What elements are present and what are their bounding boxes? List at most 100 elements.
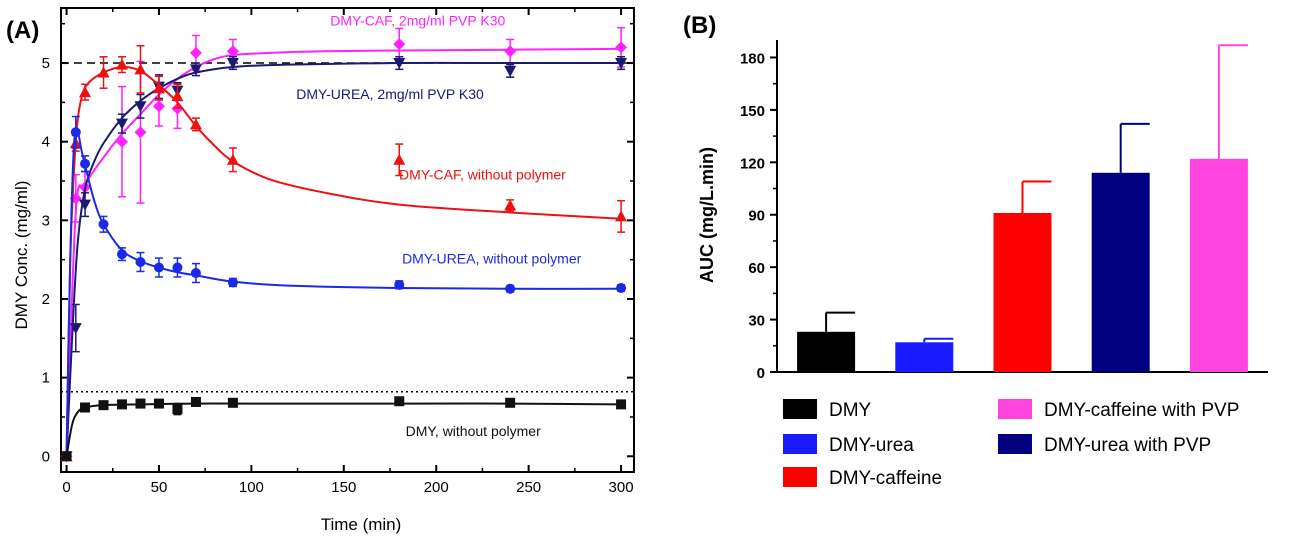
data-point-circle — [505, 283, 516, 294]
data-point-square — [98, 400, 109, 411]
y-tick-label: 3 — [42, 212, 50, 229]
data-point-circle — [80, 158, 91, 169]
data-point-triangle-down — [79, 199, 92, 211]
bar-group-0 — [797, 311, 856, 372]
bar — [895, 342, 954, 372]
x-tick-label: 150 — [331, 479, 356, 496]
bar-group-3 — [1091, 122, 1150, 372]
series-4 — [61, 396, 627, 462]
data-point-square — [61, 451, 72, 462]
data-point-triangle-up — [134, 63, 147, 75]
series-annotation: DMY, without polymer — [406, 423, 541, 439]
y-tick-label: 4 — [42, 134, 50, 151]
data-point-square — [394, 396, 405, 407]
legend-label: DMY-urea — [829, 435, 914, 456]
x-tick-label: 250 — [516, 479, 541, 496]
bar-group-4 — [1189, 44, 1248, 372]
data-point-triangle-up — [615, 210, 628, 222]
legend-label: DMY — [829, 400, 872, 421]
b-y-tick-label: 0 — [757, 365, 765, 382]
data-point-triangle-down — [189, 64, 202, 76]
b-y-tick-label: 60 — [748, 260, 765, 277]
legend-swatch — [783, 399, 817, 419]
data-point-diamond — [226, 45, 239, 58]
x-tick-label: 200 — [424, 479, 449, 496]
panel-b-plot-area: 0 30 60 90 120 150 180 — [740, 40, 1268, 382]
panel-a-label: (A) — [6, 17, 39, 44]
data-point-diamond — [393, 38, 406, 51]
data-point-square — [227, 397, 238, 408]
data-point-circle — [153, 262, 164, 273]
legend-swatch — [783, 434, 817, 454]
data-point-triangle-down — [69, 323, 82, 335]
data-point-square — [172, 404, 183, 415]
panel-b-label: (B) — [683, 12, 716, 39]
data-point-diamond — [152, 100, 165, 113]
panel-a-x-ticks: 0 50 100 150 200 250 300 — [62, 8, 634, 496]
x-tick-label: 50 — [151, 479, 168, 496]
panel-a-y-ticks: 0 1 2 3 4 5 — [42, 22, 634, 465]
data-point-circle — [227, 277, 238, 288]
data-point-triangle-down — [615, 58, 628, 70]
bar — [1091, 172, 1150, 372]
data-point-diamond — [134, 126, 147, 139]
data-point-circle — [172, 262, 183, 273]
fit-line — [65, 129, 622, 457]
b-y-tick-label: 150 — [740, 103, 765, 120]
legend-label: DMY-caffeine — [829, 468, 942, 489]
panel-b-y-axis-title: AUC (mg/L.min) — [697, 147, 717, 283]
legend-swatch — [783, 467, 817, 487]
data-point-triangle-up — [79, 86, 92, 98]
data-point-square — [505, 397, 516, 408]
data-point-triangle-up — [393, 153, 406, 165]
data-point-diamond — [115, 135, 128, 148]
data-point-square — [616, 399, 627, 410]
bar — [993, 212, 1052, 372]
data-point-circle — [98, 219, 109, 230]
data-point-square — [80, 402, 91, 413]
legend-swatch — [998, 434, 1032, 454]
fit-line — [65, 402, 622, 457]
data-point-square — [190, 397, 201, 408]
data-point-square — [116, 399, 127, 410]
data-point-diamond — [615, 41, 628, 54]
series-0 — [60, 26, 628, 463]
data-point-circle — [616, 282, 627, 293]
series-annotation: DMY-CAF, without polymer — [399, 166, 566, 182]
series-annotation: DMY-UREA, 2mg/ml PVP K30 — [296, 86, 484, 102]
x-tick-label: 100 — [239, 479, 264, 496]
panel-a-plot-area: 0 50 100 150 200 250 300 0 1 2 3 4 5 DMY-CAF, 2mg/ml … — [42, 7, 635, 496]
data-point-diamond — [504, 45, 517, 58]
bar-group-1 — [895, 337, 954, 372]
data-point-triangle-down — [134, 101, 147, 113]
bar — [1189, 158, 1248, 372]
y-tick-label: 5 — [42, 55, 50, 72]
data-point-triangle-down — [393, 58, 406, 70]
data-point-circle — [70, 127, 81, 138]
b-y-tick-label: 30 — [748, 313, 765, 330]
data-point-triangle-up — [171, 90, 184, 102]
data-point-triangle-up — [504, 199, 517, 211]
data-point-triangle-down — [226, 58, 239, 70]
x-tick-label: 0 — [62, 479, 70, 496]
data-point-triangle-down — [115, 118, 128, 130]
legend-label: DMY-caffeine with PVP — [1044, 400, 1239, 421]
data-point-square — [135, 398, 146, 409]
data-point-triangle-up — [189, 118, 202, 130]
data-point-triangle-up — [97, 66, 110, 78]
data-point-triangle-up — [152, 82, 165, 94]
bar-group-2 — [993, 180, 1052, 372]
data-point-triangle-up — [226, 153, 239, 165]
panel-a-frame — [60, 7, 635, 473]
data-point-circle — [116, 249, 127, 260]
b-y-tick-label: 120 — [740, 155, 765, 172]
series-annotation: DMY-UREA, without polymer — [402, 251, 582, 267]
data-point-circle — [135, 257, 146, 268]
y-tick-label: 1 — [42, 370, 50, 387]
bar — [797, 331, 856, 372]
panel-a-y-axis-title: DMY Conc. (mg/ml) — [12, 181, 31, 330]
x-tick-label: 300 — [609, 479, 634, 496]
data-point-triangle-down — [504, 65, 517, 77]
